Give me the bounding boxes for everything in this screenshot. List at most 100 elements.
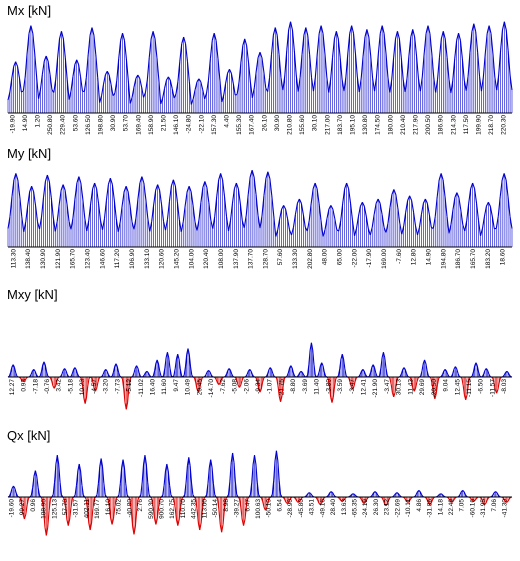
series-line [72, 64, 76, 77]
series-line [169, 485, 172, 496]
series-line [35, 374, 39, 377]
series-line [72, 199, 76, 219]
series-line [330, 57, 334, 80]
series-line [236, 82, 240, 95]
series-line [280, 77, 284, 91]
series-line [236, 380, 239, 386]
series-line [460, 209, 464, 225]
series-line [85, 386, 89, 399]
series-line [481, 499, 484, 504]
data-label: 126.50 [85, 115, 92, 135]
data-label: 900.70 [158, 499, 165, 519]
series-line [359, 370, 363, 375]
series-line [425, 497, 428, 501]
data-label: 200.50 [425, 115, 432, 135]
series-line [419, 491, 423, 495]
series-line [105, 369, 108, 372]
series-line [407, 195, 411, 201]
series-line [263, 178, 267, 196]
series-line [459, 491, 462, 495]
series-line [469, 31, 473, 53]
series-line [353, 381, 356, 387]
series-line [363, 501, 366, 504]
series-line [297, 77, 301, 92]
series-line [379, 203, 383, 215]
series-line [333, 31, 337, 39]
series-line [431, 53, 435, 78]
series-line [238, 498, 242, 508]
series-line [389, 194, 393, 208]
data-label: 155.60 [299, 115, 306, 135]
mx-chart: -19.90 14.90 1.20 250.80 229.40 53.60 126.50 19… [7, 21, 513, 135]
series-line [277, 460, 280, 481]
series-line [60, 373, 63, 377]
series-line [174, 185, 178, 202]
data-label: -5.18 [67, 379, 74, 394]
series-line [30, 370, 33, 375]
series-line [371, 214, 375, 228]
series-line [123, 186, 127, 192]
series-line [259, 52, 263, 58]
series-line [505, 179, 509, 197]
series-line [238, 62, 242, 83]
series-line [47, 510, 50, 528]
series-line [179, 43, 183, 62]
series-line [418, 490, 421, 493]
series-line [92, 381, 95, 389]
data-label: 10.23 [79, 379, 86, 396]
series-line [169, 79, 173, 89]
series-line [448, 224, 452, 234]
series-line [43, 510, 46, 528]
series-line [320, 220, 324, 237]
series-line [218, 509, 221, 525]
series-line [209, 40, 213, 59]
series-line [34, 370, 37, 375]
series-line [375, 372, 378, 377]
series-line [301, 35, 305, 55]
series-line [301, 372, 305, 376]
series-line [225, 73, 229, 84]
series-line [199, 382, 202, 390]
series-line [94, 182, 98, 189]
series-line [122, 459, 125, 468]
series-line [170, 179, 174, 186]
data-label: 194.80 [440, 249, 447, 269]
series-line [287, 218, 291, 230]
series-line [225, 216, 230, 232]
data-label: -11.02 [138, 379, 145, 397]
series-line [441, 494, 444, 497]
series-line [370, 56, 374, 79]
qx-panel: Qx [kN] -19.60 99.27 0.96 108.90 125.13 57.70… [0, 422, 520, 561]
series-line [507, 196, 511, 217]
series-line [396, 492, 399, 494]
series-line [399, 373, 402, 377]
series-line [477, 52, 481, 77]
series-line [180, 221, 184, 232]
series-line [303, 374, 306, 378]
series-line [244, 38, 248, 46]
series-line [334, 378, 337, 387]
series-line [472, 182, 476, 189]
data-label: -28.90 [287, 499, 294, 518]
data-label: 174.50 [375, 115, 382, 135]
series-line [286, 501, 290, 504]
series-line [221, 94, 225, 103]
series-line [92, 498, 95, 509]
series-line [415, 491, 418, 495]
series-line [408, 498, 412, 502]
series-line [206, 483, 209, 495]
series-line [161, 204, 165, 222]
series-line [403, 496, 406, 500]
series-line [38, 89, 41, 99]
series-line [288, 21, 292, 31]
series-line [416, 377, 419, 383]
series-line [143, 92, 146, 98]
series-line [436, 378, 440, 385]
series-line [390, 383, 393, 393]
series-line [224, 373, 228, 377]
series-line [13, 61, 17, 67]
series-line [255, 57, 259, 72]
series-line [27, 191, 31, 206]
series-line [503, 21, 507, 31]
series-line [70, 217, 74, 230]
